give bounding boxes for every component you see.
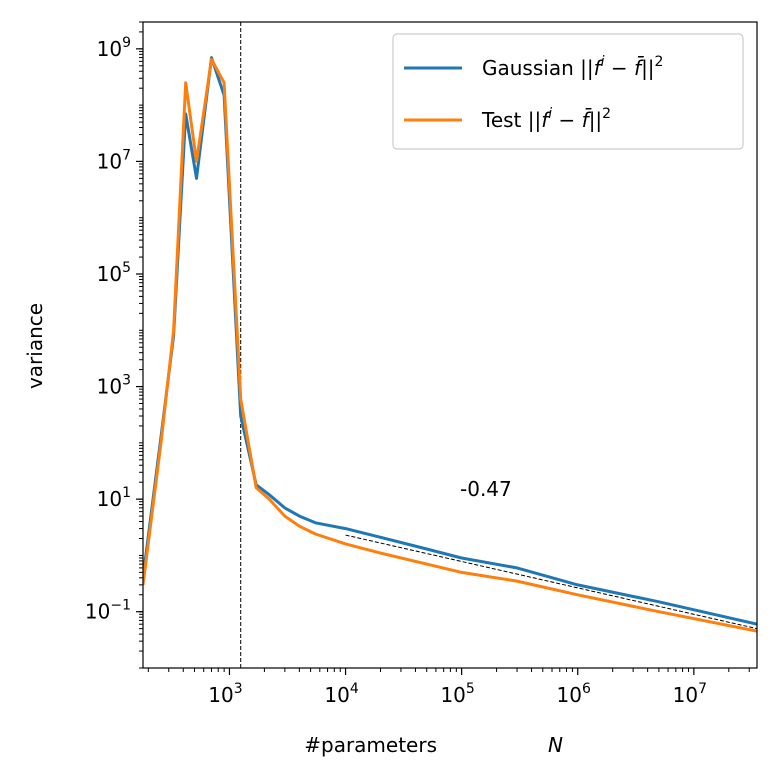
y-tick-label: 103 <box>97 373 131 399</box>
plot-clip <box>143 22 757 668</box>
plot-area <box>143 22 757 668</box>
slope-annotation: -0.47 <box>460 477 512 501</box>
x-tick-label: 103 <box>208 681 242 707</box>
axes: 103 104 105 106 107 10−1 101 103 105 107 109 <box>85 21 758 707</box>
reference-fit-line <box>345 534 757 630</box>
x-tick-label: 105 <box>440 681 474 707</box>
y-tick-label: 107 <box>97 147 131 173</box>
y-axis-label: variance <box>23 303 47 389</box>
series-line-2 <box>143 57 757 633</box>
x-tick-label: 106 <box>557 681 591 707</box>
legend-label-1: Gaussian ||fi − f̄||2 <box>482 54 663 80</box>
y-tick-label: 101 <box>97 485 131 511</box>
y-tick-label: 109 <box>97 35 131 61</box>
series-line-1 <box>143 56 757 626</box>
x-tick-label: 104 <box>324 681 358 707</box>
legend: Gaussian ||fi − f̄||2 Test ||fi − f̄||2 <box>392 33 744 150</box>
x-axis-label: #parameters <box>304 733 437 757</box>
x-axis-symbol: N <box>548 733 563 757</box>
y-tick-label: 10−1 <box>85 598 131 624</box>
x-tick-label: 107 <box>673 681 707 707</box>
legend-box <box>392 33 744 150</box>
y-tick-label: 105 <box>97 260 131 286</box>
legend-label-2: Test ||fi − f̄||2 <box>481 106 611 132</box>
